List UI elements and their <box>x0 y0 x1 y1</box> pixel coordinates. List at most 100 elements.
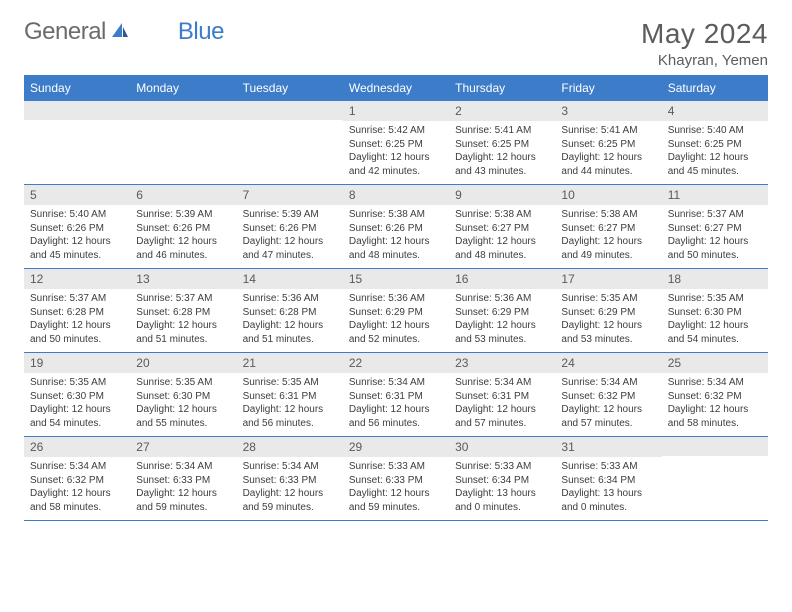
day-number: 12 <box>24 269 130 289</box>
day-body: Sunrise: 5:34 AMSunset: 6:33 PMDaylight:… <box>237 457 343 520</box>
weekday-header: Monday <box>130 75 236 101</box>
calendar-week-row: 5Sunrise: 5:40 AMSunset: 6:26 PMDaylight… <box>24 185 768 269</box>
calendar-day-cell: 14Sunrise: 5:36 AMSunset: 6:28 PMDayligh… <box>237 269 343 353</box>
day-number: 14 <box>237 269 343 289</box>
calendar-day-cell: 16Sunrise: 5:36 AMSunset: 6:29 PMDayligh… <box>449 269 555 353</box>
day-number: 2 <box>449 101 555 121</box>
calendar-day-cell: 22Sunrise: 5:34 AMSunset: 6:31 PMDayligh… <box>343 353 449 437</box>
day-body <box>662 456 768 514</box>
day-number: 6 <box>130 185 236 205</box>
day-body: Sunrise: 5:38 AMSunset: 6:27 PMDaylight:… <box>449 205 555 268</box>
day-body <box>24 120 130 178</box>
day-body: Sunrise: 5:41 AMSunset: 6:25 PMDaylight:… <box>449 121 555 184</box>
day-body: Sunrise: 5:39 AMSunset: 6:26 PMDaylight:… <box>237 205 343 268</box>
calendar-day-cell: 5Sunrise: 5:40 AMSunset: 6:26 PMDaylight… <box>24 185 130 269</box>
logo-sail-icon <box>110 21 130 44</box>
day-number: 25 <box>662 353 768 373</box>
day-number: 29 <box>343 437 449 457</box>
day-body: Sunrise: 5:35 AMSunset: 6:30 PMDaylight:… <box>662 289 768 352</box>
day-number: 7 <box>237 185 343 205</box>
calendar-body: 1Sunrise: 5:42 AMSunset: 6:25 PMDaylight… <box>24 101 768 521</box>
day-body: Sunrise: 5:35 AMSunset: 6:29 PMDaylight:… <box>555 289 661 352</box>
calendar-day-cell: 15Sunrise: 5:36 AMSunset: 6:29 PMDayligh… <box>343 269 449 353</box>
day-number: 5 <box>24 185 130 205</box>
calendar-day-cell: 28Sunrise: 5:34 AMSunset: 6:33 PMDayligh… <box>237 437 343 521</box>
day-number: 21 <box>237 353 343 373</box>
day-number: 10 <box>555 185 661 205</box>
day-number: 15 <box>343 269 449 289</box>
day-number: 19 <box>24 353 130 373</box>
calendar-day-cell: 21Sunrise: 5:35 AMSunset: 6:31 PMDayligh… <box>237 353 343 437</box>
calendar-day-cell: 8Sunrise: 5:38 AMSunset: 6:26 PMDaylight… <box>343 185 449 269</box>
calendar-day-cell: 27Sunrise: 5:34 AMSunset: 6:33 PMDayligh… <box>130 437 236 521</box>
logo-text-2: Blue <box>178 18 224 46</box>
day-number: 17 <box>555 269 661 289</box>
calendar-day-cell <box>130 101 236 185</box>
day-number: 13 <box>130 269 236 289</box>
day-body: Sunrise: 5:34 AMSunset: 6:33 PMDaylight:… <box>130 457 236 520</box>
day-number <box>130 101 236 120</box>
day-number <box>237 101 343 120</box>
weekday-header: Wednesday <box>343 75 449 101</box>
day-number: 11 <box>662 185 768 205</box>
day-body: Sunrise: 5:37 AMSunset: 6:28 PMDaylight:… <box>130 289 236 352</box>
day-body: Sunrise: 5:40 AMSunset: 6:26 PMDaylight:… <box>24 205 130 268</box>
day-body: Sunrise: 5:36 AMSunset: 6:28 PMDaylight:… <box>237 289 343 352</box>
calendar-day-cell <box>662 437 768 521</box>
day-body: Sunrise: 5:35 AMSunset: 6:30 PMDaylight:… <box>24 373 130 436</box>
title-block: May 2024 Khayran, Yemen <box>641 18 768 69</box>
calendar-day-cell: 10Sunrise: 5:38 AMSunset: 6:27 PMDayligh… <box>555 185 661 269</box>
day-body <box>237 120 343 178</box>
day-body: Sunrise: 5:42 AMSunset: 6:25 PMDaylight:… <box>343 121 449 184</box>
day-body: Sunrise: 5:34 AMSunset: 6:31 PMDaylight:… <box>449 373 555 436</box>
day-body: Sunrise: 5:39 AMSunset: 6:26 PMDaylight:… <box>130 205 236 268</box>
calendar-day-cell: 13Sunrise: 5:37 AMSunset: 6:28 PMDayligh… <box>130 269 236 353</box>
weekday-header: Sunday <box>24 75 130 101</box>
calendar-day-cell: 17Sunrise: 5:35 AMSunset: 6:29 PMDayligh… <box>555 269 661 353</box>
calendar-week-row: 26Sunrise: 5:34 AMSunset: 6:32 PMDayligh… <box>24 437 768 521</box>
calendar-day-cell: 11Sunrise: 5:37 AMSunset: 6:27 PMDayligh… <box>662 185 768 269</box>
calendar-day-cell: 2Sunrise: 5:41 AMSunset: 6:25 PMDaylight… <box>449 101 555 185</box>
calendar-day-cell: 25Sunrise: 5:34 AMSunset: 6:32 PMDayligh… <box>662 353 768 437</box>
weekday-header: Friday <box>555 75 661 101</box>
day-number: 20 <box>130 353 236 373</box>
day-body: Sunrise: 5:34 AMSunset: 6:32 PMDaylight:… <box>24 457 130 520</box>
calendar-day-cell: 12Sunrise: 5:37 AMSunset: 6:28 PMDayligh… <box>24 269 130 353</box>
day-body: Sunrise: 5:38 AMSunset: 6:27 PMDaylight:… <box>555 205 661 268</box>
day-number: 18 <box>662 269 768 289</box>
weekday-header: Saturday <box>662 75 768 101</box>
day-body: Sunrise: 5:36 AMSunset: 6:29 PMDaylight:… <box>343 289 449 352</box>
day-number: 28 <box>237 437 343 457</box>
calendar-day-cell: 19Sunrise: 5:35 AMSunset: 6:30 PMDayligh… <box>24 353 130 437</box>
calendar-day-cell <box>24 101 130 185</box>
day-body: Sunrise: 5:34 AMSunset: 6:31 PMDaylight:… <box>343 373 449 436</box>
calendar-day-cell: 30Sunrise: 5:33 AMSunset: 6:34 PMDayligh… <box>449 437 555 521</box>
day-body: Sunrise: 5:38 AMSunset: 6:26 PMDaylight:… <box>343 205 449 268</box>
day-number <box>24 101 130 120</box>
day-number: 1 <box>343 101 449 121</box>
calendar-day-cell: 20Sunrise: 5:35 AMSunset: 6:30 PMDayligh… <box>130 353 236 437</box>
calendar-day-cell: 18Sunrise: 5:35 AMSunset: 6:30 PMDayligh… <box>662 269 768 353</box>
day-body: Sunrise: 5:33 AMSunset: 6:34 PMDaylight:… <box>449 457 555 520</box>
calendar-day-cell: 24Sunrise: 5:34 AMSunset: 6:32 PMDayligh… <box>555 353 661 437</box>
calendar-day-cell: 23Sunrise: 5:34 AMSunset: 6:31 PMDayligh… <box>449 353 555 437</box>
logo: General Blue <box>24 18 224 46</box>
day-number: 31 <box>555 437 661 457</box>
calendar-table: SundayMondayTuesdayWednesdayThursdayFrid… <box>24 75 768 521</box>
day-number: 16 <box>449 269 555 289</box>
day-body: Sunrise: 5:34 AMSunset: 6:32 PMDaylight:… <box>662 373 768 436</box>
calendar-day-cell: 31Sunrise: 5:33 AMSunset: 6:34 PMDayligh… <box>555 437 661 521</box>
page-subtitle: Khayran, Yemen <box>641 52 768 69</box>
day-number: 4 <box>662 101 768 121</box>
calendar-day-cell: 1Sunrise: 5:42 AMSunset: 6:25 PMDaylight… <box>343 101 449 185</box>
day-body: Sunrise: 5:35 AMSunset: 6:30 PMDaylight:… <box>130 373 236 436</box>
day-body: Sunrise: 5:36 AMSunset: 6:29 PMDaylight:… <box>449 289 555 352</box>
calendar-day-cell: 6Sunrise: 5:39 AMSunset: 6:26 PMDaylight… <box>130 185 236 269</box>
calendar-day-cell: 3Sunrise: 5:41 AMSunset: 6:25 PMDaylight… <box>555 101 661 185</box>
day-number: 24 <box>555 353 661 373</box>
calendar-week-row: 1Sunrise: 5:42 AMSunset: 6:25 PMDaylight… <box>24 101 768 185</box>
day-body: Sunrise: 5:37 AMSunset: 6:28 PMDaylight:… <box>24 289 130 352</box>
weekday-header: Tuesday <box>237 75 343 101</box>
day-body <box>130 120 236 178</box>
day-body: Sunrise: 5:41 AMSunset: 6:25 PMDaylight:… <box>555 121 661 184</box>
